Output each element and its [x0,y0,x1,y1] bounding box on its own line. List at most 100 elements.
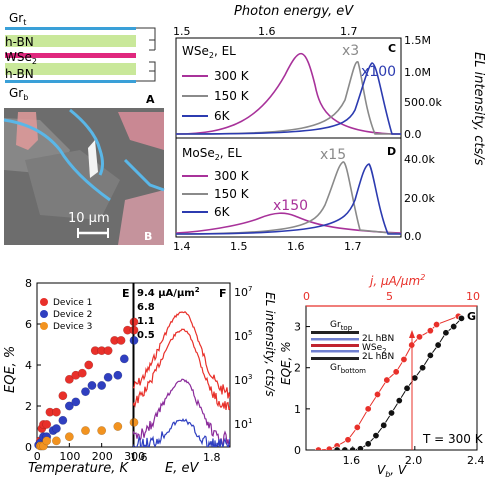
inset-label-wse2: WSe2 [362,343,387,355]
e-xtick-label: 0 [34,450,41,463]
label-hbn-bottom: h-BN [5,67,34,81]
g-point-series1 [433,321,441,329]
graphene-lead [123,158,165,192]
e-point-device2 [97,381,107,390]
top-tick-1p5: 1.5 [173,25,191,38]
g-point-series2 [434,341,442,349]
graphene-lead [3,118,111,202]
g-point-series2 [349,446,357,450]
e-xtick-label: 300 [124,450,145,463]
g-guide-arrow [409,330,415,338]
legend-device1-marker [40,298,48,306]
f-ytick-1e7: 107 [234,285,252,299]
series-c-150k [176,61,401,135]
panel-letter-d: D [387,145,396,158]
f-ytick-1e1: 101 [234,417,252,431]
legend-device3-marker [40,322,48,330]
current-label-9p4: 9.4 μA/μm2 [137,286,200,299]
g-point-series1 [344,436,352,444]
g-point-series2 [380,421,388,429]
g-point-series2 [333,446,341,450]
e-point-device2 [119,354,129,364]
g-point-series1 [325,445,333,450]
panel-letter-e: E [122,287,130,300]
legend-c-300k: 300 K [214,69,250,83]
e-point-device1 [42,420,52,429]
panel-letter-b: B [144,230,152,243]
scalebar-label: 10 μm [68,211,110,226]
panel-f-xlabel: E, eV [165,461,199,476]
g-point-series2 [372,432,380,440]
g-top-tick-10: 10 [466,290,480,303]
g-point-series2 [442,329,450,337]
panel-letter-g: G [467,310,476,323]
inset-gr-bottom [311,357,359,360]
top-tick-1p6: 1.6 [258,25,276,38]
legend-d-300k: 300 K [214,169,250,183]
inset-label-gr-bottom: Grbottom [330,363,366,375]
series-c-6k [176,62,401,135]
g-top-tick-5: 5 [386,290,393,303]
g-temperature: T = 300 K [422,432,484,446]
panel-f-el-spectra-log: 9.4 μA/μm2 6.8 1.1 0.5 F 1.6 1.8 E, eV 1… [130,282,277,476]
annotation-x150: x150 [273,198,308,214]
g-xtick-label: 2.0 [405,454,423,467]
panel-g-ylabel: EQE, % [279,341,293,385]
c-ytick-3: 500.0k [404,96,442,109]
inset-label-hbn-2: 2L hBN [362,352,394,362]
e-point-device2 [103,372,113,382]
panel-a-schematic: Grt h-BN WSe2 h-BN Grb A [5,11,156,106]
c-ytick-4: 0.0 [404,128,422,141]
e-point-device2 [129,335,139,345]
g-point-series2 [356,445,364,450]
e-point-device2 [81,387,90,397]
g-point-series1 [364,405,372,413]
e-ytick-label: 2 [25,400,32,413]
panel-f-ylabel: EL intensity, cts/s [263,292,277,397]
e-point-device1 [84,360,94,370]
e-point-device1 [51,407,61,417]
panel-c-title: WSe2, EL [182,44,236,60]
g-point-series2 [395,397,403,405]
g-xtick-label: 1.6 [343,454,361,467]
e-point-device3 [51,436,61,446]
panel-e-ylabel: EQE, % [3,346,18,393]
g-point-series1 [426,327,434,335]
inset-label-gr-top: Grtop [330,320,353,332]
f-xtick-1p8: 1.8 [203,451,221,464]
panel-g-top-label: j, μA/μm2 [368,273,425,288]
g-point-series1 [383,376,391,384]
e-point-device2 [58,415,68,425]
c-ytick-2: 1.0M [404,66,431,79]
series-f-9p4 [133,311,230,399]
annotation-x15: x15 [320,147,346,163]
d-xtick-1p7: 1.7 [344,240,362,253]
panel-letter-a: A [146,93,155,106]
top-tick-1p7: 1.7 [340,25,358,38]
g-xtick-label: 2.4 [467,454,485,467]
e-ytick-label: 8 [25,277,32,290]
series-d-300k [176,212,401,234]
label-wse2: WSe2 [5,50,37,66]
panel-g-xlabel: Vb, V [377,463,407,477]
panel-d-title: MoSe2, EL [182,146,242,162]
contact-bracket-bottom [149,61,156,72]
inset-wse2 [311,344,359,347]
panel-letter-f: F [219,287,227,300]
e-point-device3 [129,417,139,427]
inset-label-hbn-1: 2L hBN [362,334,394,344]
panel-e-eqe-vs-temperature: EQE, % Temperature, K 0 2 4 6 8 0 100 200 300 De… [3,277,145,476]
inset-gr-top [311,331,359,334]
g-point-series1 [374,390,382,398]
hbn-bottom-layer [5,63,136,75]
g-point-series2 [457,314,465,322]
contact-pink [118,112,164,150]
d-ytick-3: 0.0 [404,230,422,243]
f-yticks: 107 105 103 101 [234,285,252,431]
e-point-device1 [116,335,126,345]
current-label-6p8: 6.8 [137,302,155,313]
g-point-series2 [341,446,349,450]
e-point-device3 [81,426,90,436]
e-point-device1 [58,391,68,401]
panel-letter-c: C [388,42,396,55]
